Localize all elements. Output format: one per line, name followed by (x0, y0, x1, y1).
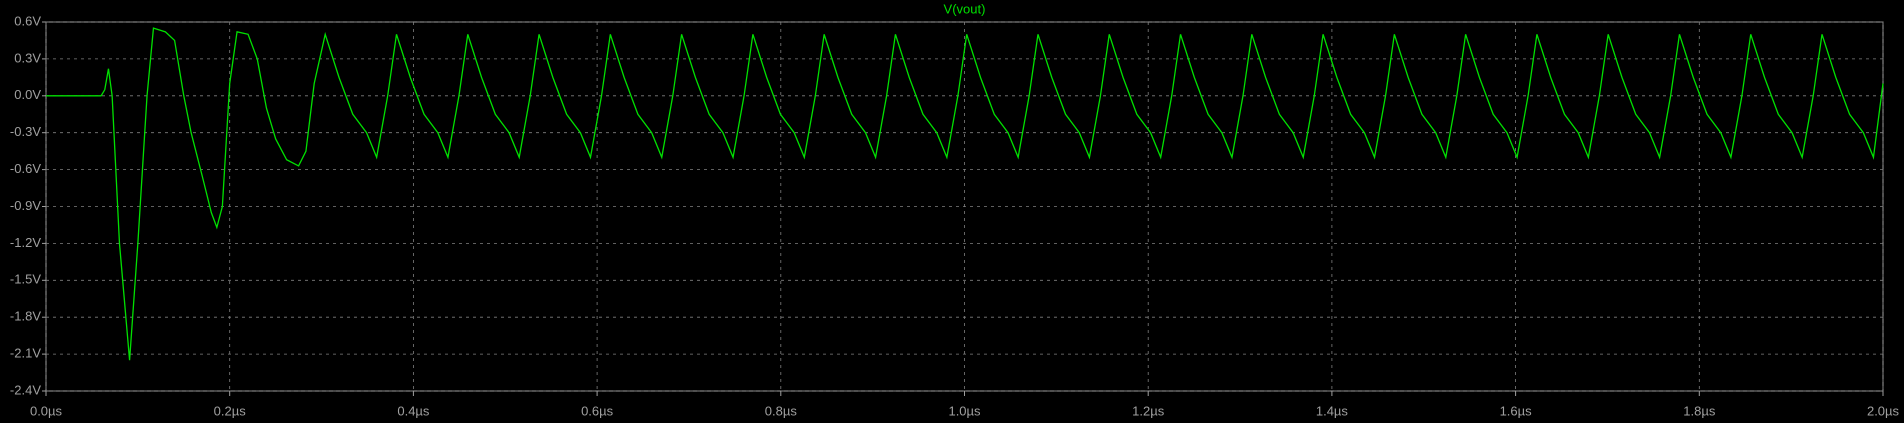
y-tick-label: 0.6V (14, 13, 41, 28)
x-tick-label: 2.0µs (1867, 403, 1900, 418)
y-tick-label: 0.0V (14, 87, 41, 102)
y-tick-label: -2.1V (10, 346, 41, 361)
x-tick-label: 0.8µs (765, 403, 798, 418)
y-tick-label: -2.4V (10, 382, 41, 397)
y-tick-label: -0.6V (10, 161, 41, 176)
y-tick-label: -1.5V (10, 272, 41, 287)
y-tick-label: 0.3V (14, 50, 41, 65)
x-tick-label: 0.4µs (397, 403, 430, 418)
x-tick-label: 1.6µs (1500, 403, 1533, 418)
legend-entry: V(vout) (944, 1, 986, 16)
x-tick-label: 1.8µs (1683, 403, 1716, 418)
y-tick-label: -0.3V (10, 124, 41, 139)
x-tick-label: 0.6µs (581, 403, 614, 418)
x-tick-label: 1.2µs (1132, 403, 1165, 418)
x-tick-label: 1.4µs (1316, 403, 1349, 418)
x-tick-label: 0.2µs (214, 403, 247, 418)
y-tick-label: -0.9V (10, 198, 41, 213)
y-tick-label: -1.2V (10, 235, 41, 250)
x-tick-label: 1.0µs (948, 403, 981, 418)
y-tick-label: -1.8V (10, 309, 41, 324)
trace (46, 27, 1884, 361)
x-tick-label: 0.0µs (30, 403, 63, 418)
